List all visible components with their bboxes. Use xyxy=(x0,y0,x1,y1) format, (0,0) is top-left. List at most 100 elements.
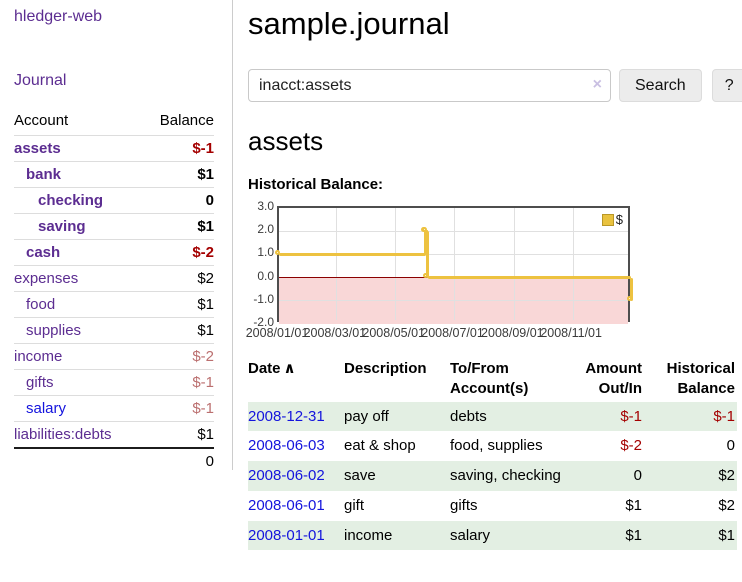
x-axis-tick-label: 2008/01/01 xyxy=(245,326,309,340)
transaction-date-link[interactable]: 2008-06-03 xyxy=(248,437,325,455)
account-link[interactable]: assets xyxy=(14,140,61,157)
section-title: assets xyxy=(248,126,324,156)
transaction-description: save xyxy=(344,467,376,484)
account-balance: $-1 xyxy=(142,369,214,396)
historical-balance-chart: $ 3.0 2.0 1.0 0.0 -1.0 -2.0 2008/01/01 2008/03… xyxy=(245,199,728,342)
data-point-marker xyxy=(274,249,280,255)
account-row-assets: assets $-1 xyxy=(14,135,214,162)
transaction-row: 2008-01-01 income salary $1 $1 xyxy=(248,520,737,551)
horizontal-gridline xyxy=(279,253,628,255)
transaction-date-link[interactable]: 2008-06-01 xyxy=(248,496,325,514)
accounts-header-account: Account xyxy=(14,112,69,129)
search-bar: × Search ? xyxy=(248,69,742,102)
account-row-income: income $-2 xyxy=(14,343,214,370)
horizontal-gridline xyxy=(279,300,628,302)
transaction-description: gift xyxy=(344,496,365,514)
transaction-accounts: debts xyxy=(450,407,487,425)
account-row-supplies: supplies $1 xyxy=(14,317,214,344)
account-row-salary: salary $-1 xyxy=(14,395,214,422)
account-balance: $2 xyxy=(142,265,214,292)
sidebar-item-journal[interactable]: Journal xyxy=(14,72,67,89)
sidebar: hledger-web Journal Account Balance asse… xyxy=(0,0,233,474)
chart-line-segment xyxy=(279,252,426,256)
data-point-marker xyxy=(423,273,429,279)
account-balance: $1 xyxy=(142,213,214,240)
account-link[interactable]: salary xyxy=(26,400,67,417)
transaction-amount: $1 xyxy=(625,526,642,544)
transaction-description: pay off xyxy=(344,407,389,425)
search-input[interactable] xyxy=(248,69,611,102)
transaction-accounts: salary xyxy=(450,526,491,544)
chart-plot-area: $ xyxy=(274,206,633,324)
data-point-marker xyxy=(422,226,428,232)
legend-label: $ xyxy=(615,212,623,227)
transaction-balance: $2 xyxy=(718,467,735,484)
account-row-liabilities-debts: liabilities:debts $1 xyxy=(14,421,214,448)
chart-line-segment xyxy=(629,277,633,301)
account-link[interactable]: cash xyxy=(26,244,61,261)
account-balance: $1 xyxy=(142,421,214,448)
account-link[interactable]: income xyxy=(14,348,63,365)
transaction-accounts: saving, checking xyxy=(450,467,561,484)
account-balance: $1 xyxy=(142,161,214,188)
account-row-food: food $1 xyxy=(14,291,214,318)
horizontal-gridline xyxy=(279,230,628,232)
account-link[interactable]: bank xyxy=(26,166,62,183)
transaction-row: 2008-12-31 pay off debts $-1 $-1 xyxy=(248,401,737,432)
account-balance: $-2 xyxy=(142,343,214,370)
transaction-date-link[interactable]: 2008-01-01 xyxy=(248,526,325,544)
account-link[interactable]: saving xyxy=(38,218,86,235)
vertical-gridline xyxy=(513,208,515,320)
y-axis-tick-label: 1.0 xyxy=(257,245,274,260)
chart-heading: Historical Balance: xyxy=(248,176,384,193)
transaction-amount: $-2 xyxy=(620,437,642,455)
account-link[interactable]: checking xyxy=(38,192,104,209)
register-header-description: Description xyxy=(344,360,427,377)
account-balance: $-2 xyxy=(142,239,214,266)
transaction-row: 2008-06-03 eat & shop food, supplies $-2 0 xyxy=(248,431,737,461)
account-row-bank: bank $1 xyxy=(14,161,214,188)
transaction-balance: 0 xyxy=(726,437,735,455)
transaction-balance: $1 xyxy=(718,526,735,544)
y-axis-tick-label: 2.0 xyxy=(257,222,274,237)
transaction-date-link[interactable]: 2008-06-02 xyxy=(248,467,325,484)
transaction-amount: $1 xyxy=(625,496,642,514)
register-table: Date ∧ Description To/From Account(s) Amo… xyxy=(248,357,737,551)
chart-line-segment xyxy=(424,231,428,255)
x-axis-tick-label: 2008/09/01 xyxy=(481,326,544,340)
account-row-gifts: gifts $-1 xyxy=(14,369,214,396)
y-axis-tick-label: 0.0 xyxy=(257,268,274,283)
transaction-description: income xyxy=(344,526,393,544)
clear-search-icon[interactable]: × xyxy=(592,76,602,93)
data-point-marker xyxy=(626,296,632,302)
y-axis-tick-label: -1.0 xyxy=(253,291,274,306)
transaction-amount: 0 xyxy=(633,467,642,484)
account-link[interactable]: food xyxy=(26,296,56,313)
transaction-row: 2008-06-02 save saving, checking 0 $2 xyxy=(248,461,737,491)
transaction-row: 2008-06-01 gift gifts $1 $2 xyxy=(248,491,737,521)
main-content: sample.journal × Search ? assets Histori… xyxy=(233,0,742,551)
account-link[interactable]: gifts xyxy=(26,374,54,391)
register-header-row: Date ∧ Description To/From Account(s) Amo… xyxy=(248,357,737,402)
app-brand-link[interactable]: hledger-web xyxy=(14,8,103,25)
transaction-description: eat & shop xyxy=(344,437,416,455)
account-row-cash: cash $-2 xyxy=(14,239,214,266)
chart-line-segment xyxy=(426,231,430,278)
search-button[interactable]: Search xyxy=(619,69,702,102)
help-button[interactable]: ? xyxy=(711,69,742,102)
accounts-header-balance: Balance xyxy=(159,112,214,129)
register-header-balance: Historical Balance xyxy=(666,360,735,398)
account-row-saving: saving $1 xyxy=(14,213,214,240)
account-link[interactable]: liabilities:debts xyxy=(14,426,112,443)
register-header-date[interactable]: Date ∧ xyxy=(248,360,296,377)
page-title: sample.journal xyxy=(248,6,450,41)
transaction-date-link[interactable]: 2008-12-31 xyxy=(248,407,325,425)
account-link[interactable]: supplies xyxy=(26,322,82,339)
account-link[interactable]: expenses xyxy=(14,270,79,287)
transaction-accounts: gifts xyxy=(450,496,478,514)
vertical-gridline xyxy=(454,208,456,320)
sort-ascending-icon: ∧ xyxy=(283,360,296,377)
vertical-gridline xyxy=(572,208,574,320)
page: hledger-web Journal Account Balance asse… xyxy=(0,0,742,551)
vertical-gridline xyxy=(336,208,338,320)
